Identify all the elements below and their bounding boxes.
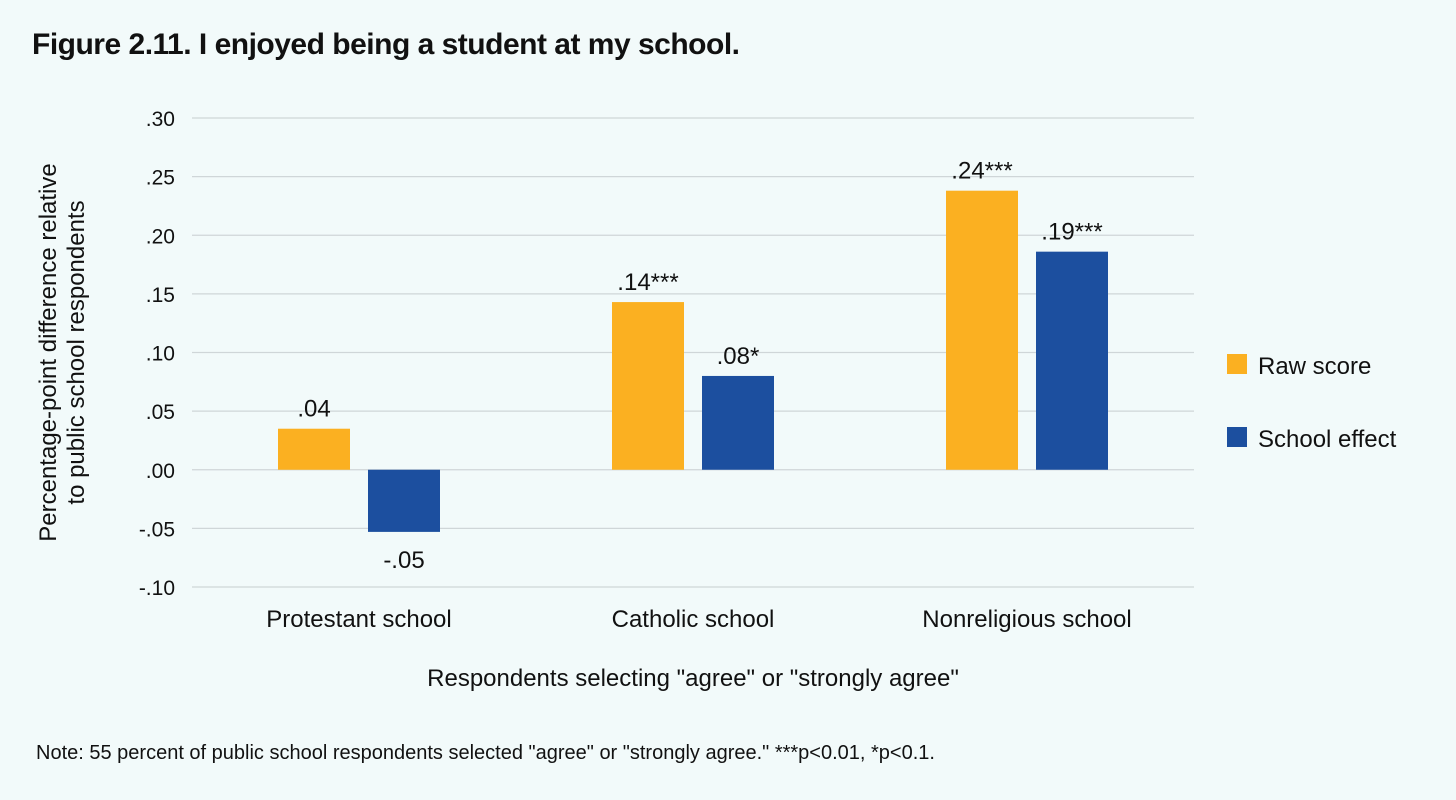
y-axis-title-line: to public school respondents <box>63 200 90 504</box>
x-category-label: Nonreligious school <box>922 606 1131 633</box>
y-tick-label: .30 <box>146 108 175 131</box>
bar-school-effect <box>368 469 440 532</box>
y-tick-label: .15 <box>146 284 175 307</box>
x-category-label: Protestant school <box>266 606 451 633</box>
gridlines <box>192 117 1194 588</box>
data-label: .14*** <box>617 269 678 296</box>
bar-raw-score <box>278 428 350 470</box>
y-tick-label: .10 <box>146 343 175 366</box>
x-axis-title: Respondents selecting "agree" or "strong… <box>427 665 959 692</box>
bar-school-effect <box>702 375 774 470</box>
y-axis-ticks: .30 .25 .20 .15 .10 .05 .00 -.05 -.10 <box>139 108 175 600</box>
data-label: .04 <box>297 396 330 423</box>
data-label: .24*** <box>951 158 1012 185</box>
x-category-label: Catholic school <box>612 606 775 633</box>
data-label: .08* <box>717 343 760 370</box>
bar-raw-score <box>946 190 1018 470</box>
data-label: -.05 <box>383 547 424 574</box>
legend: Raw score School effect <box>1227 353 1397 453</box>
y-tick-label: -.10 <box>139 577 175 600</box>
legend-label: Raw score <box>1258 353 1371 380</box>
legend-swatch <box>1227 354 1247 374</box>
data-label: .19*** <box>1041 219 1102 246</box>
bar-raw-score <box>612 302 684 470</box>
bar-school-effect <box>1036 251 1108 470</box>
y-tick-label: .20 <box>146 225 175 248</box>
bars <box>278 190 1108 532</box>
chart-note: Note: 55 percent of public school respon… <box>36 742 935 764</box>
legend-swatch <box>1227 427 1247 447</box>
data-labels: .04 -.05 .14*** .08* .24*** .19*** <box>297 158 1102 574</box>
x-axis-categories: Protestant school Catholic school Nonrelig… <box>266 606 1131 633</box>
y-axis-title: Percentage-point difference relative to p… <box>35 163 90 541</box>
y-tick-label: .00 <box>146 460 175 483</box>
y-axis-title-line: Percentage-point difference relative <box>35 163 62 541</box>
y-tick-label: -.05 <box>139 518 175 541</box>
y-tick-label: .05 <box>146 401 175 424</box>
y-tick-label: .25 <box>146 167 175 190</box>
chart-title: Figure 2.11. I enjoyed being a student a… <box>32 28 740 61</box>
legend-label: School effect <box>1258 426 1397 453</box>
